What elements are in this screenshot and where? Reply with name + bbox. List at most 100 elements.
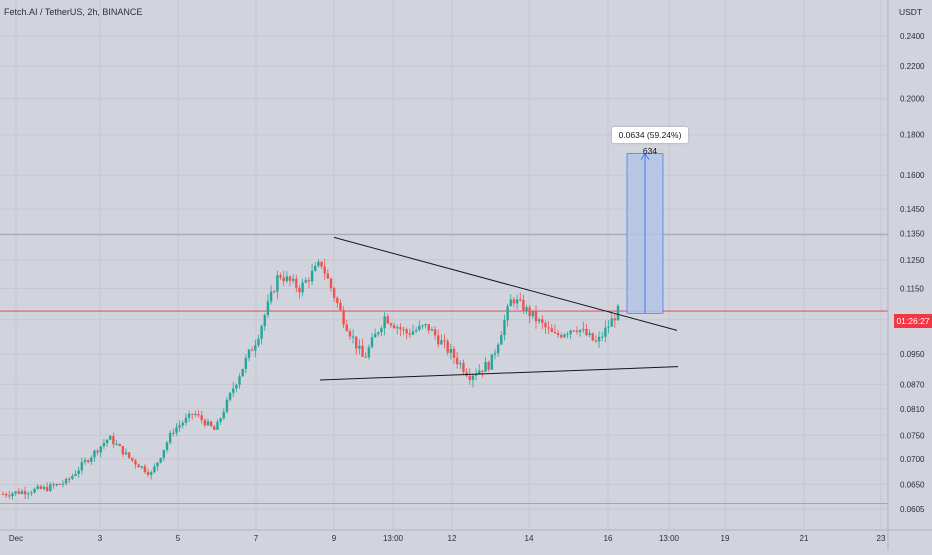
candle-body[interactable]: [616, 305, 620, 321]
candle-body[interactable]: [487, 362, 490, 370]
candle-body[interactable]: [478, 370, 481, 374]
candle-body[interactable]: [314, 265, 317, 271]
candle-body[interactable]: [452, 348, 456, 358]
candle-body[interactable]: [244, 357, 248, 369]
candle-body[interactable]: [184, 417, 188, 423]
candle-body[interactable]: [399, 327, 402, 330]
candle-body[interactable]: [310, 270, 314, 282]
candle-body[interactable]: [45, 486, 49, 491]
candle-body[interactable]: [105, 439, 109, 444]
candle-body[interactable]: [411, 331, 415, 335]
candle-body[interactable]: [361, 345, 364, 357]
candle-body[interactable]: [317, 261, 320, 266]
candle-body[interactable]: [90, 457, 93, 462]
candle-body[interactable]: [455, 357, 459, 365]
lower-trendline[interactable]: [319, 366, 679, 381]
candle-body[interactable]: [137, 464, 140, 468]
candle-body[interactable]: [181, 422, 184, 426]
candle-body[interactable]: [241, 368, 244, 377]
candle-body[interactable]: [348, 331, 352, 337]
candle-body[interactable]: [263, 315, 266, 327]
candle-body[interactable]: [191, 413, 194, 415]
candle-body[interactable]: [187, 413, 191, 418]
candle-body[interactable]: [323, 266, 326, 274]
candle-body[interactable]: [531, 311, 535, 317]
candle-body[interactable]: [604, 327, 607, 337]
candle-body[interactable]: [203, 419, 207, 426]
candle-body[interactable]: [367, 347, 371, 358]
candle-body[interactable]: [588, 333, 591, 336]
candle-body[interactable]: [443, 340, 446, 342]
candle-body[interactable]: [474, 373, 478, 376]
candle-body[interactable]: [405, 329, 408, 334]
candle-body[interactable]: [370, 337, 374, 348]
candle-body[interactable]: [493, 353, 497, 355]
candle-body[interactable]: [468, 375, 471, 380]
candle-body[interactable]: [578, 329, 582, 332]
candle-body[interactable]: [465, 372, 468, 376]
candle-body[interactable]: [304, 280, 307, 283]
candle-body[interactable]: [607, 326, 610, 328]
candle-body[interactable]: [613, 318, 617, 321]
candle-body[interactable]: [332, 288, 336, 298]
candle-body[interactable]: [124, 452, 128, 455]
candle-body[interactable]: [8, 495, 11, 497]
candle-body[interactable]: [168, 433, 172, 443]
candle-body[interactable]: [1, 494, 5, 496]
candle-body[interactable]: [320, 261, 323, 267]
candle-body[interactable]: [131, 457, 134, 461]
candle-body[interactable]: [377, 332, 380, 334]
candle-body[interactable]: [519, 299, 522, 301]
candle-body[interactable]: [11, 493, 14, 497]
candle-body[interactable]: [553, 332, 557, 334]
candle-body[interactable]: [556, 333, 560, 336]
candle-body[interactable]: [544, 322, 547, 328]
candle-body[interactable]: [484, 362, 487, 372]
candle-body[interactable]: [575, 330, 579, 332]
candle-body[interactable]: [206, 421, 210, 426]
candle-body[interactable]: [257, 338, 260, 346]
candle-body[interactable]: [228, 392, 232, 400]
trendlines[interactable]: [319, 236, 679, 381]
candle-body[interactable]: [61, 483, 65, 485]
candle-body[interactable]: [219, 418, 222, 422]
candle-body[interactable]: [446, 341, 449, 353]
candle-body[interactable]: [515, 299, 519, 304]
candle-body[interactable]: [216, 421, 219, 430]
candle-body[interactable]: [159, 457, 162, 463]
candle-body[interactable]: [71, 475, 74, 479]
candle-body[interactable]: [490, 354, 494, 370]
candle-body[interactable]: [140, 466, 143, 468]
candle-body[interactable]: [197, 413, 200, 416]
candle-body[interactable]: [39, 486, 43, 489]
candle-body[interactable]: [506, 306, 509, 321]
candle-body[interactable]: [437, 335, 440, 345]
price-axis[interactable]: 0.2400 0.2200 0.2000 0.1800 0.1600 0.1450 0.13…: [887, 0, 925, 550]
candle-body[interactable]: [547, 327, 550, 329]
candle-body[interactable]: [55, 483, 58, 486]
candle-body[interactable]: [121, 446, 125, 455]
candle-body[interactable]: [42, 486, 46, 489]
candle-body[interactable]: [383, 316, 386, 329]
candle-body[interactable]: [500, 335, 503, 345]
candle-body[interactable]: [471, 375, 475, 380]
candle-body[interactable]: [235, 384, 238, 389]
candle-body[interactable]: [213, 426, 216, 430]
candle-body[interactable]: [112, 436, 115, 445]
candle-body[interactable]: [610, 318, 613, 327]
candle-body[interactable]: [260, 326, 263, 339]
candle-body[interactable]: [427, 324, 430, 331]
candle-body[interactable]: [83, 460, 87, 463]
candle-body[interactable]: [389, 323, 393, 326]
candle-body[interactable]: [364, 356, 367, 358]
candle-body[interactable]: [582, 328, 585, 330]
candle-body[interactable]: [601, 336, 604, 338]
time-axis[interactable]: Dec 3 5 7 9 13:00 12 14 16 13:00 19 21 23: [0, 529, 932, 543]
candlestick-series[interactable]: [1, 259, 620, 500]
candle-body[interactable]: [585, 328, 588, 336]
candle-body[interactable]: [512, 299, 516, 304]
candle-body[interactable]: [127, 452, 131, 458]
candle-body[interactable]: [298, 287, 301, 293]
candle-body[interactable]: [30, 492, 33, 494]
